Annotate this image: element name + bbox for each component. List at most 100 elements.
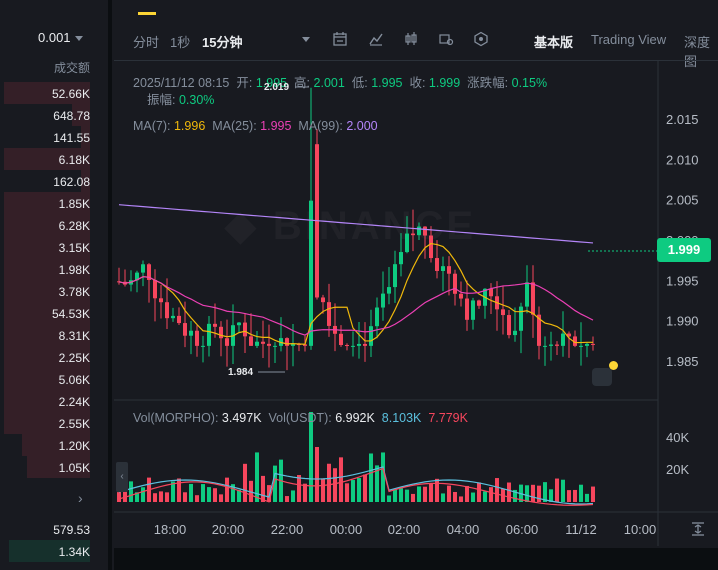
turnover-value: 579.53 <box>53 523 90 537</box>
candle-body <box>171 315 175 319</box>
fit-axis-icon[interactable] <box>690 521 706 537</box>
volume-bar <box>135 492 139 502</box>
volume-bar <box>417 486 421 502</box>
orderbook-row[interactable]: 162.08 <box>0 170 100 192</box>
orderbook-row[interactable]: 1.05K <box>0 456 100 478</box>
close-value: 1.999 <box>428 76 461 90</box>
candle-body <box>159 298 163 303</box>
view-tab-depth[interactable]: 深度图 <box>684 35 711 69</box>
open-label: 开: <box>236 76 253 90</box>
orderbook-row[interactable]: 1.20K <box>0 434 100 456</box>
orderbook-row[interactable]: 6.28K <box>0 214 100 236</box>
depth-bar <box>27 456 90 478</box>
volume-bar <box>393 489 397 502</box>
expand-chevron-icon[interactable]: › <box>78 490 83 506</box>
candle-body <box>147 264 151 280</box>
orderbook-row[interactable]: 52.66K <box>0 82 100 104</box>
hexagon-icon[interactable] <box>473 31 489 47</box>
notification-dot <box>609 361 618 370</box>
candle-body <box>501 309 505 316</box>
interval-tab-realtime[interactable]: 分时 <box>133 35 160 50</box>
candle-body <box>345 345 349 347</box>
open-value: 1.995 <box>255 76 288 90</box>
orderbook-row[interactable]: 2.24K <box>0 390 100 412</box>
candle-body <box>423 226 427 236</box>
depth-bar <box>81 170 90 192</box>
volume-bar <box>429 483 433 502</box>
candle-body <box>507 315 511 336</box>
orderbook-row[interactable]: 1.34K <box>0 540 100 562</box>
candle-body <box>453 273 457 294</box>
candle-body <box>225 338 229 346</box>
interval-tab-1s[interactable]: 1秒 <box>170 35 191 50</box>
depth-bar <box>4 280 90 302</box>
orderbook-row[interactable]: 141.55 <box>0 126 100 148</box>
orderbook-row[interactable]: 2.55K <box>0 412 100 434</box>
candle-body <box>441 266 445 271</box>
change-value: 0.15% <box>511 76 548 90</box>
depth-bar <box>22 434 90 456</box>
volume-bar <box>381 452 385 502</box>
volume-bar <box>219 494 223 502</box>
high-label: 高: <box>294 76 311 90</box>
volume-bar <box>177 478 181 502</box>
ma99-label: MA(99): <box>298 119 343 133</box>
orderbook-row[interactable]: 54.53K <box>0 302 100 324</box>
volume-scroll-handle[interactable]: ‹ <box>116 462 128 492</box>
volume-bar <box>303 483 307 502</box>
orderbook-row[interactable]: 8.31K <box>0 324 100 346</box>
candle-type-icon[interactable] <box>403 31 419 47</box>
orderbook-row[interactable]: 1.98K <box>0 258 100 280</box>
price-axis-label: 2.015 <box>666 112 699 127</box>
volume-bar <box>591 486 595 502</box>
price-axis-label: 1.985 <box>666 354 699 369</box>
candle-body <box>153 279 157 299</box>
candle-body <box>351 345 355 347</box>
volume-bar <box>201 484 205 502</box>
orderbook-row[interactable]: 5.06K <box>0 368 100 390</box>
precision-selector[interactable]: 0.001 <box>38 30 83 45</box>
high-value: 2.001 <box>313 76 345 90</box>
candle-body <box>237 322 241 326</box>
volume-bar <box>489 487 493 502</box>
candle-body <box>339 333 343 346</box>
candle-body <box>465 298 469 320</box>
interval-dropdown-icon[interactable] <box>302 37 310 42</box>
interval-tab-15m[interactable]: 15分钟 <box>202 35 243 50</box>
orderbook-row[interactable]: 3.15K <box>0 236 100 258</box>
orderbook-row[interactable]: 1.85K <box>0 192 100 214</box>
volume-bar <box>375 465 379 502</box>
orderbook-row[interactable]: 2.25K <box>0 346 100 368</box>
orderbook-row[interactable]: 579.53 <box>0 518 100 540</box>
volume-bar <box>513 489 517 502</box>
chart-area[interactable] <box>114 60 718 546</box>
candle-body <box>165 302 169 319</box>
price-axis-label: 1.995 <box>666 273 699 288</box>
calendar-range-icon[interactable] <box>332 31 348 47</box>
ma-readout[interactable]: MA(7): 1.996 MA(25): 1.995 MA(99): 2.000 <box>133 119 378 133</box>
ma25-label: MA(25): <box>212 119 257 133</box>
volume-bar <box>159 491 163 502</box>
volume-bar <box>225 477 229 502</box>
volume-bar <box>549 489 553 502</box>
volume-bar <box>399 488 403 502</box>
candle-body <box>255 341 259 346</box>
volume-bar <box>207 487 211 502</box>
chat-icon[interactable] <box>592 368 612 386</box>
candle-body <box>267 343 271 346</box>
candle-body <box>549 344 553 346</box>
volume-readout[interactable]: Vol(MORPHO): 3.497K Vol(USDT): 6.992K 8.… <box>133 411 468 425</box>
view-tab-tradingview[interactable]: Trading View <box>591 32 667 47</box>
volume-bar <box>525 485 529 502</box>
volume-bar <box>423 486 427 502</box>
view-tab-basic[interactable]: 基本版 <box>534 35 574 50</box>
candle-body <box>291 344 295 346</box>
orderbook-row[interactable]: 3.78K <box>0 280 100 302</box>
orderbook-row[interactable]: 648.78 <box>0 104 100 126</box>
settings-icon[interactable] <box>438 31 454 47</box>
orderbook-row[interactable]: 6.18K <box>0 148 100 170</box>
candle-body <box>555 344 559 346</box>
indicator-icon[interactable] <box>368 31 384 47</box>
volume-bar <box>255 452 259 502</box>
